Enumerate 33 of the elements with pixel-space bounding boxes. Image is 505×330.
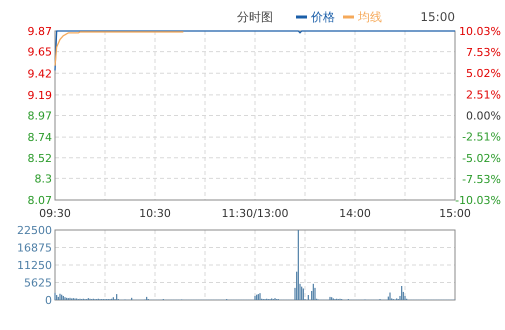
y2-tick-label: 10.03% — [459, 25, 501, 38]
y2-tick-label: -10.03% — [455, 194, 501, 207]
y-tick-label: 8.07 — [28, 194, 52, 207]
y2-tick-label: 7.53% — [466, 46, 501, 60]
y-tick-label: 0 — [45, 294, 52, 307]
y-tick-label: 9.65 — [28, 46, 52, 59]
y2-tick-label: -2.51% — [462, 130, 501, 144]
line-series — [54, 31, 184, 66]
legend-label: 均线 — [357, 10, 382, 24]
y2-tick-label: 5.02% — [466, 67, 501, 80]
y-tick-label: 22500 — [17, 224, 52, 237]
chart-title: 分时图 — [237, 10, 273, 24]
x-tick-label: 14:00 — [339, 207, 371, 220]
y-tick-label: 9.42 — [28, 67, 52, 80]
legend-label: 价格 — [310, 10, 335, 24]
y-tick-label: 9.19 — [28, 88, 52, 102]
y-tick-label: 8.52 — [28, 152, 52, 165]
y-tick-label: 16875 — [17, 242, 52, 254]
text: 15:00 — [420, 10, 455, 24]
x-tick-label: 09:30 — [39, 207, 71, 220]
y2-tick-label: -7.53% — [462, 172, 501, 186]
y2-tick-label: -5.02% — [462, 152, 501, 165]
y-tick-label: 8.3 — [34, 172, 52, 186]
y2-tick-label: 2.51% — [466, 88, 501, 102]
x-tick-label: 10:30 — [139, 207, 171, 220]
y-tick-label: 8.74 — [28, 131, 52, 144]
x-tick-label: 15:00 — [439, 207, 471, 220]
y-tick-label: 5625 — [24, 276, 52, 290]
x-tick-label: 11:30/13:00 — [221, 207, 289, 220]
y-tick-label: 9.87 — [28, 25, 52, 38]
y-tick-label: 8.97 — [28, 110, 52, 122]
y-tick-label: 11250 — [17, 259, 52, 272]
y2-tick-label: 0.00% — [466, 110, 501, 122]
